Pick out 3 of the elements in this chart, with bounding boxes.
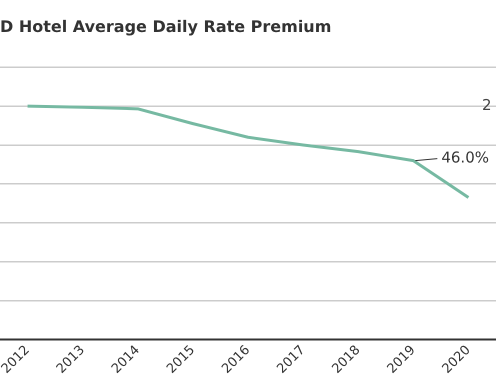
annotation: 2 [482,96,492,114]
data-label: 46.0% [441,148,489,166]
chart-title: D Hotel Average Daily Rate Premium [0,16,332,36]
